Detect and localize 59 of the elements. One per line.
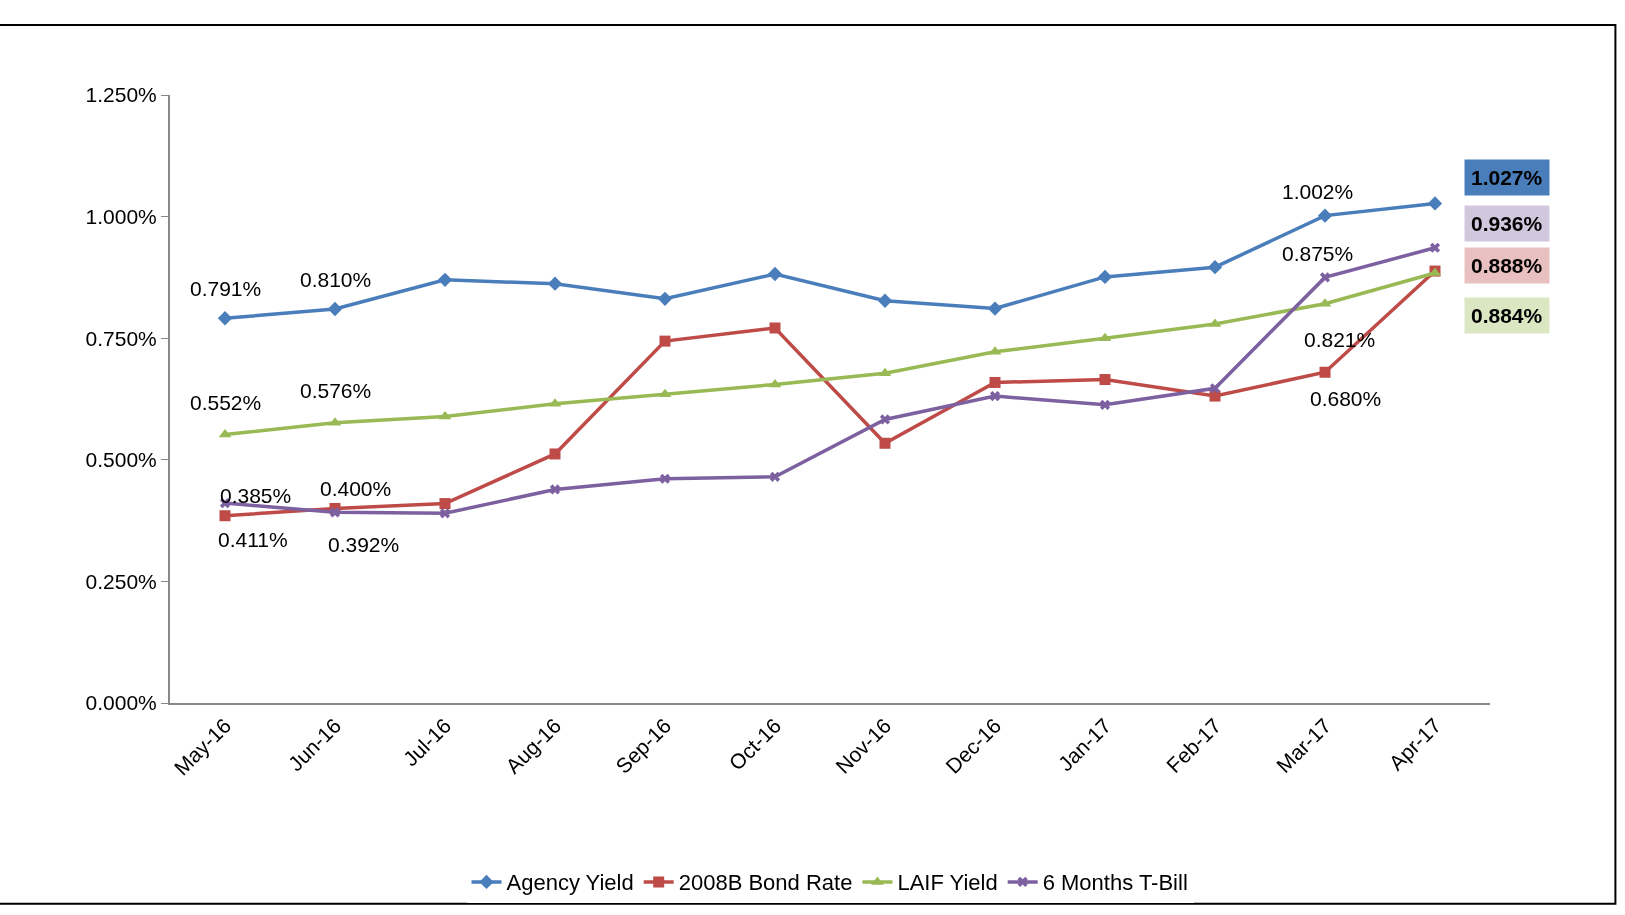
point (879, 414, 891, 425)
point (1319, 366, 1331, 378)
point (659, 473, 671, 484)
data-label: 0.888% (1471, 254, 1543, 277)
point (1317, 208, 1333, 223)
point (219, 510, 231, 522)
data-label: 0.576% (300, 379, 372, 402)
point (1319, 272, 1331, 283)
point (659, 335, 671, 347)
data-label: 0.385% (220, 484, 292, 507)
y-tick-label: 0.750% (85, 326, 157, 350)
data-label: 0.552% (190, 391, 262, 414)
point (768, 378, 782, 388)
point (547, 276, 563, 291)
data-label: 1.002% (1282, 180, 1354, 203)
y-tick-label: 0.250% (85, 569, 157, 593)
data-label: 0.884% (1471, 304, 1543, 327)
point (439, 508, 451, 519)
legend-label: Agency Yield (506, 870, 634, 896)
data-label: 0.680% (1310, 387, 1382, 410)
legend-label: 6 Months T-Bill (1042, 870, 1188, 896)
point (1207, 260, 1223, 275)
data-label: 1.027% (1471, 166, 1543, 189)
point (1427, 196, 1443, 211)
point (437, 272, 453, 287)
point (1209, 390, 1221, 402)
point (767, 266, 783, 282)
point (1429, 242, 1441, 253)
y-tick-label: 0.000% (85, 691, 157, 715)
point (217, 311, 233, 326)
point (1099, 399, 1111, 410)
point (329, 507, 341, 518)
point (769, 471, 781, 482)
point (769, 322, 781, 334)
legend-label: 2008B Bond Rate (678, 870, 853, 896)
point (439, 498, 451, 510)
data-label: 0.875% (1282, 242, 1354, 265)
data-label: 0.400% (320, 477, 392, 500)
data-label: 0.392% (328, 533, 400, 556)
point (1099, 374, 1111, 386)
point (987, 301, 1003, 316)
data-label: 0.810% (300, 268, 372, 291)
data-label: 0.791% (190, 277, 262, 300)
y-tick-label: 1.250% (85, 83, 157, 107)
data-label: 0.936% (1471, 212, 1543, 235)
point (879, 437, 891, 449)
y-tick-label: 1.000% (85, 204, 157, 228)
point (549, 448, 561, 460)
point (327, 301, 343, 317)
y-tick-label: 0.500% (85, 448, 157, 472)
legend-label: LAIF Yield (897, 870, 998, 896)
point (657, 291, 673, 306)
point (989, 390, 1001, 402)
point (877, 293, 893, 308)
point (549, 484, 561, 495)
point (1209, 383, 1221, 394)
data-label: 0.411% (218, 528, 288, 551)
point (989, 376, 1001, 388)
point (1097, 269, 1113, 285)
